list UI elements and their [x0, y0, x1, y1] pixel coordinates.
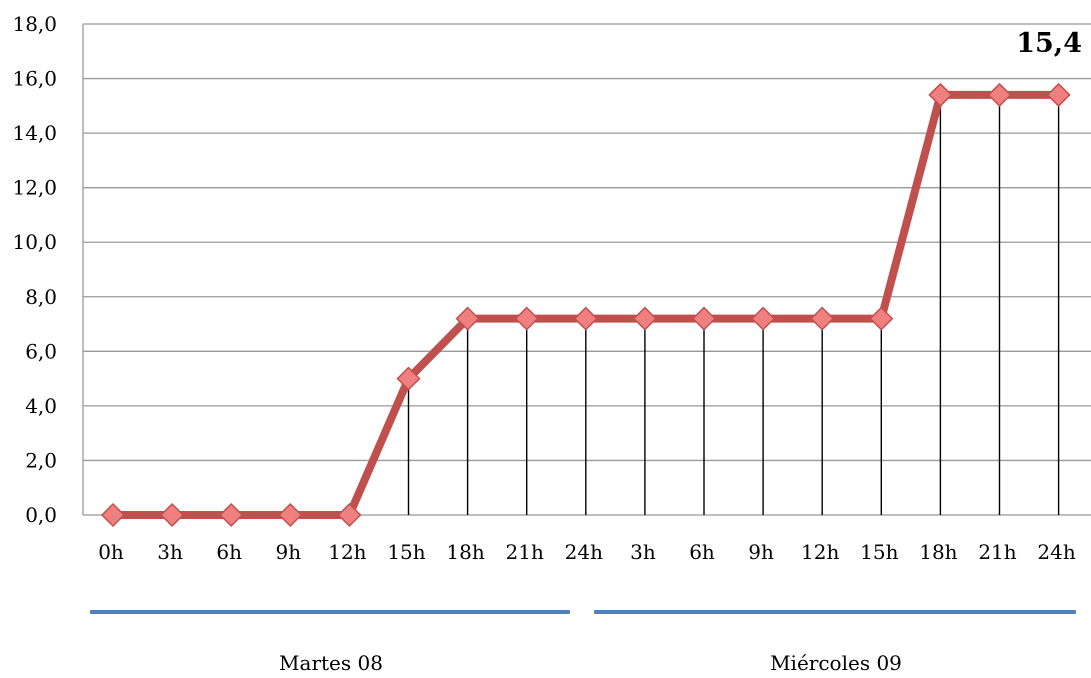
drop-lines: [407, 94, 1060, 515]
x-tick-label: 9h: [275, 540, 301, 564]
data-point-marker: [691, 306, 717, 331]
x-tick-label: 15h: [387, 540, 425, 564]
y-tick-label: 16,0: [12, 67, 57, 91]
markers: [100, 82, 1071, 528]
x-tick-label: 21h: [978, 540, 1016, 564]
data-point-marker: [987, 82, 1012, 107]
y-tick-label: 6,0: [25, 339, 57, 363]
data-point-marker: [160, 502, 185, 528]
data-point-marker: [455, 306, 480, 331]
grid-lines: [82, 23, 1091, 516]
x-tick-label: 3h: [630, 540, 656, 564]
x-tick-label: 15h: [860, 540, 898, 564]
data-point-marker: [278, 502, 303, 528]
y-tick-label: 2,0: [25, 448, 57, 472]
y-tick-label: 14,0: [12, 121, 57, 145]
data-point-marker: [337, 502, 362, 528]
x-tick-label: 18h: [446, 540, 484, 564]
x-tick-label: 21h: [506, 540, 544, 564]
group-label-martes: Martes 08: [279, 651, 383, 675]
x-tick-label: 18h: [919, 540, 957, 564]
data-point-marker: [632, 306, 657, 331]
data-point-marker: [1046, 82, 1071, 107]
group-bar-miercoles: [594, 610, 1076, 614]
data-point-marker: [100, 502, 126, 528]
group-bar-martes: [90, 610, 570, 614]
x-tick-label: 24h: [1037, 540, 1075, 564]
x-tick-label: 9h: [748, 540, 774, 564]
y-tick-label: 12,0: [12, 176, 57, 200]
last-value-annotation: 15,4: [1016, 28, 1082, 59]
y-tick-label: 4,0: [25, 394, 57, 418]
x-axis-ticks: 0h 3h 6h 9h 12h 15h 18h 21h 24h 3h 6h 9h 12h 15h 18h 21…: [98, 540, 1076, 564]
y-tick-label: 18,0: [12, 12, 57, 36]
data-point-marker: [514, 306, 539, 331]
x-tick-label: 12h: [801, 540, 839, 564]
y-tick-label: 10,0: [12, 230, 57, 254]
x-tick-label: 3h: [157, 540, 183, 564]
data-point-marker: [219, 502, 244, 528]
y-tick-label: 0,0: [25, 503, 57, 527]
x-tick-label: 12h: [328, 540, 366, 564]
data-point-marker: [396, 366, 421, 391]
x-tick-label: 24h: [565, 540, 603, 564]
y-axis-ticks: 0,0 2,0 4,0 6,0 8,0 10,0 12,0 14,0 16,0 18,0: [12, 12, 57, 527]
data-point-marker: [573, 306, 598, 331]
group-label-miercoles: Miércoles 09: [770, 651, 902, 675]
x-tick-label: 0h: [98, 540, 124, 564]
data-point-marker: [928, 82, 953, 107]
data-point-marker: [810, 306, 835, 331]
y-tick-label: 8,0: [25, 285, 57, 309]
data-point-marker: [869, 306, 894, 331]
x-tick-label: 6h: [216, 540, 242, 564]
data-point-marker: [751, 306, 776, 331]
x-tick-label: 6h: [689, 540, 715, 564]
